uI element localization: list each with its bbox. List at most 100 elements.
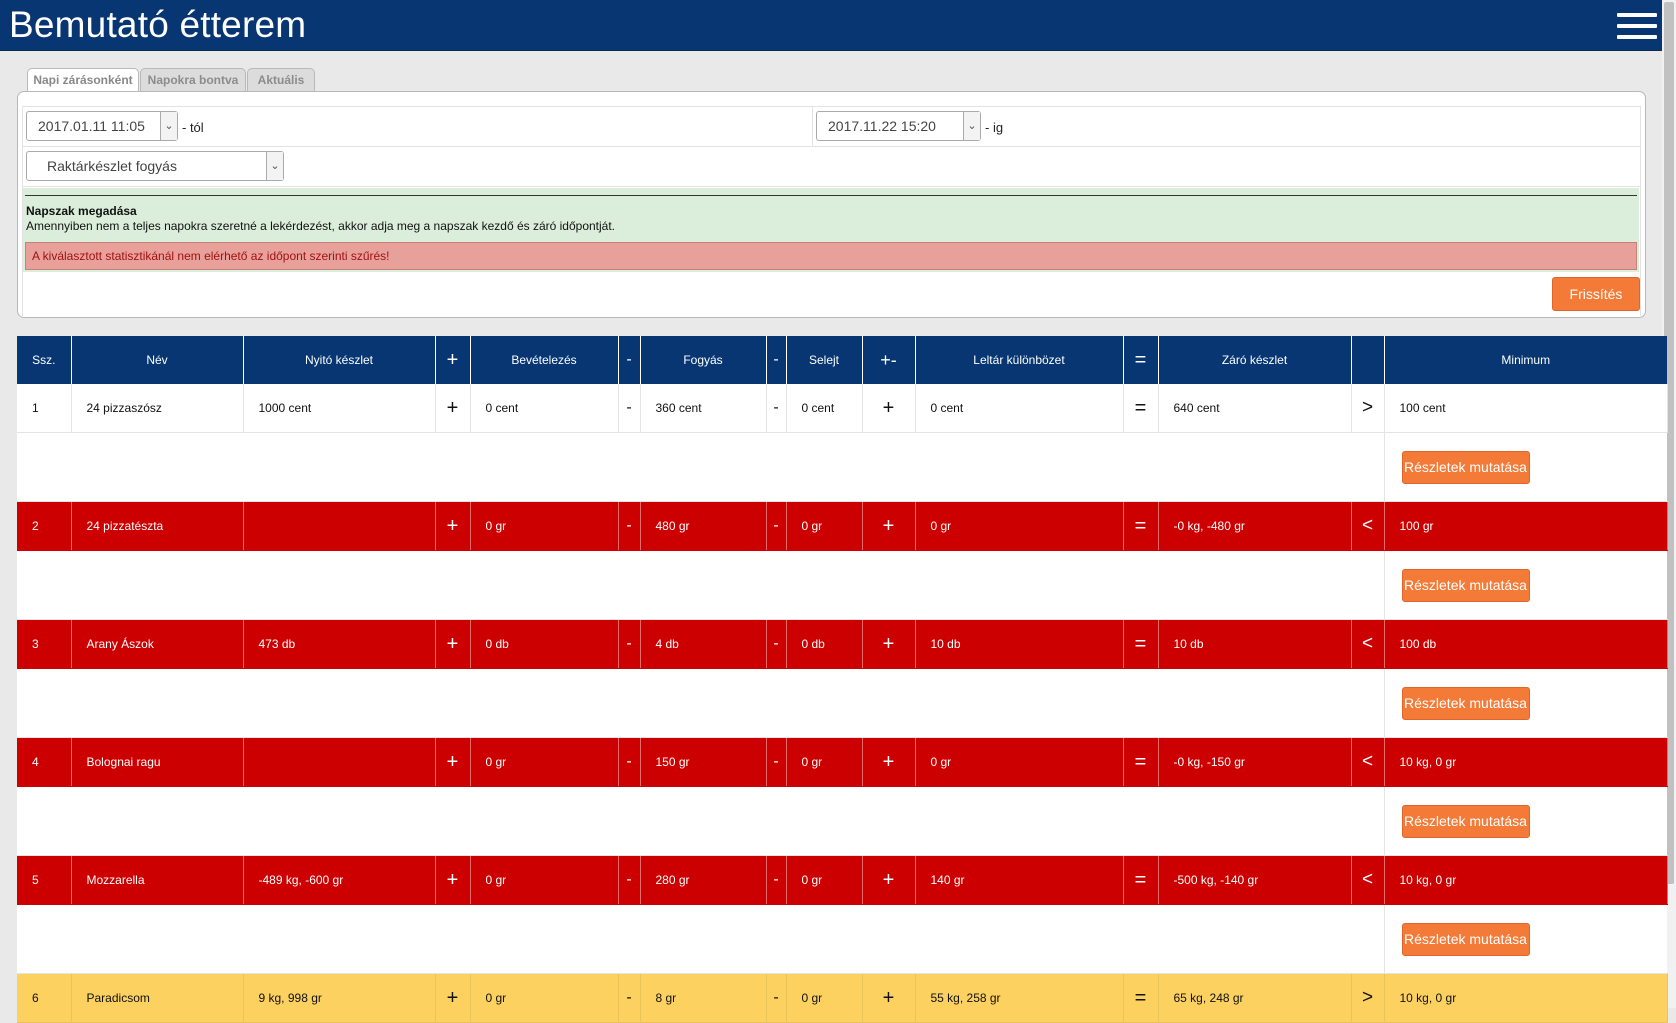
show-details-button[interactable]: Részletek mutatása [1401, 686, 1530, 720]
closing-cell: 65 kg, 248 gr [1158, 973, 1352, 1023]
tab-daily-closing[interactable]: Napi zárásonként [27, 68, 139, 93]
hamburger-menu-icon[interactable] [1617, 11, 1657, 41]
waste-cell: 0 db [786, 619, 863, 669]
opening-cell: 1000 cent [243, 384, 436, 433]
minus-sign: - [618, 384, 641, 433]
minimum-cell: 100 gr [1384, 501, 1668, 551]
index-cell: 6 [17, 973, 72, 1023]
equals-sign: = [1123, 619, 1159, 669]
compare-sign: < [1351, 501, 1385, 551]
statistic-select[interactable]: Raktárkészlet fogyás ⌄ [26, 151, 284, 181]
waste-cell: 0 gr [786, 737, 863, 787]
minus-sign: - [766, 501, 787, 551]
minus-sign: - [766, 737, 787, 787]
waste-cell: 0 cent [786, 384, 863, 433]
waste-cell: 0 gr [786, 855, 863, 905]
minimum-cell: 10 kg, 0 gr [1384, 855, 1668, 905]
divider [22, 106, 1640, 107]
closing-cell: -0 kg, -150 gr [1158, 737, 1352, 787]
chevron-down-icon: ⌄ [266, 152, 283, 180]
inventory-diff-cell: 55 kg, 258 gr [915, 973, 1124, 1023]
plus-sign: + [862, 855, 916, 905]
chevron-down-icon: ⌄ [160, 112, 177, 140]
col-header-equals: = [1123, 336, 1159, 384]
to-suffix: - ig [985, 120, 1004, 135]
equals-sign: = [1123, 737, 1159, 787]
plus-sign: + [435, 737, 471, 787]
name-cell: Mozzarella [71, 855, 244, 905]
plus-sign: + [435, 619, 471, 669]
inventory-diff-cell: 0 gr [915, 501, 1124, 551]
show-details-button[interactable]: Részletek mutatása [1401, 922, 1530, 956]
refresh-button[interactable]: Frissítés [1552, 277, 1640, 311]
compare-sign: < [1351, 737, 1385, 787]
detail-action-cell: Részletek mutatása [1383, 668, 1667, 738]
show-details-button[interactable]: Részletek mutatása [1401, 450, 1530, 484]
show-details-button[interactable]: Részletek mutatása [1401, 804, 1530, 838]
show-details-button[interactable]: Részletek mutatása [1401, 568, 1530, 602]
detail-row: Részletek mutatása [17, 432, 1667, 502]
opening-cell: 9 kg, 998 gr [243, 973, 436, 1023]
minimum-cell: 10 kg, 0 gr [1384, 973, 1668, 1023]
name-cell: Arany Ászok [71, 619, 244, 669]
opening-cell [243, 501, 436, 551]
table-row: 6 Paradicsom 9 kg, 998 gr +0 gr -8 gr -0 gr +5… [17, 973, 1668, 1023]
plus-sign: + [435, 973, 471, 1023]
detail-action-cell: Részletek mutatása [1383, 904, 1667, 974]
minus-sign: - [766, 855, 787, 905]
consumption-cell: 8 gr [640, 973, 767, 1023]
tab-current[interactable]: Aktuális [247, 68, 315, 91]
from-date-value: 2017.01.11 11:05 [38, 118, 145, 134]
inventory-diff-cell: 0 cent [915, 384, 1124, 433]
inventory-diff-cell: 10 db [915, 619, 1124, 669]
detail-action-cell: Részletek mutatása [1383, 786, 1667, 856]
intake-cell: 0 db [470, 619, 619, 669]
col-header-minus: - [766, 336, 787, 384]
closing-cell: 10 db [1158, 619, 1352, 669]
intake-cell: 0 gr [470, 973, 619, 1023]
waste-cell: 0 gr [786, 501, 863, 551]
table-row: 3 Arany Ászok 473 db +0 db -4 db -0 db +10 db =… [17, 619, 1668, 669]
detail-action-cell: Részletek mutatása [1383, 432, 1667, 502]
compare-sign: < [1351, 619, 1385, 669]
col-header-inventory-diff: Leltár különbözet [915, 336, 1124, 384]
minus-sign: - [766, 384, 787, 433]
table-row: 2 24 pizzatészta +0 gr -480 gr -0 gr +0 gr = -0… [17, 501, 1668, 551]
to-date-select[interactable]: 2017.11.22 15:20 ⌄ [816, 111, 981, 141]
tab-by-days[interactable]: Napokra bontva [140, 68, 246, 91]
opening-cell: -489 kg, -600 gr [243, 855, 436, 905]
col-header-waste: Selejt [786, 336, 863, 384]
name-cell: 24 pizzatészta [71, 501, 244, 551]
consumption-cell: 280 gr [640, 855, 767, 905]
info-title: Napszak megadása [26, 204, 137, 218]
consumption-cell: 480 gr [640, 501, 767, 551]
plus-sign: + [862, 973, 916, 1023]
detail-spacer [17, 786, 1384, 856]
col-header-minus: - [618, 336, 641, 384]
from-date-select[interactable]: 2017.01.11 11:05 ⌄ [26, 111, 178, 141]
minus-sign: - [618, 973, 641, 1023]
name-cell: 24 pizzaszósz [71, 384, 244, 433]
detail-spacer [17, 904, 1384, 974]
intake-cell: 0 gr [470, 737, 619, 787]
scrollbar-thumb[interactable] [1664, 2, 1674, 884]
col-header-name: Név [71, 336, 244, 384]
table-header-row: Ssz. Név Nyitó készlet + Bevételezés - F… [17, 336, 1667, 384]
detail-row: Részletek mutatása [17, 668, 1667, 738]
plus-sign: + [435, 855, 471, 905]
detail-spacer [17, 432, 1384, 502]
closing-cell: -0 kg, -480 gr [1158, 501, 1352, 551]
to-date-value: 2017.11.22 15:20 [828, 118, 936, 134]
col-header-opening: Nyitó készlet [243, 336, 436, 384]
minus-sign: - [766, 619, 787, 669]
minus-sign: - [618, 501, 641, 551]
col-header-closing: Záró készlet [1158, 336, 1352, 384]
intake-cell: 0 gr [470, 501, 619, 551]
consumption-cell: 360 cent [640, 384, 767, 433]
equals-sign: = [1123, 973, 1159, 1023]
table-row: 5 Mozzarella -489 kg, -600 gr +0 gr -280 gr -… [17, 855, 1668, 905]
index-cell: 4 [17, 737, 72, 787]
compare-sign: > [1351, 384, 1385, 433]
from-suffix: - tól [182, 120, 204, 135]
stock-table: Ssz. Név Nyitó készlet + Bevételezés - F… [17, 336, 1668, 1023]
